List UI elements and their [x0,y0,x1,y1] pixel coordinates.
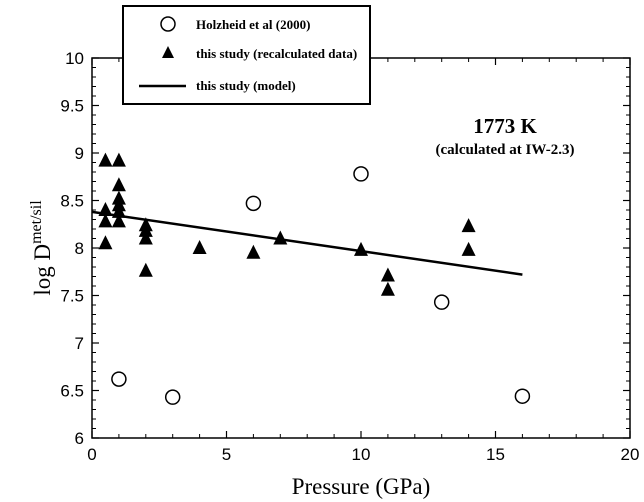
recalculated-point [138,262,153,277]
y-tick-label: 9.5 [60,97,84,116]
recalculated-point [138,230,153,245]
recalculated-point [246,244,261,259]
holzheid-point [514,388,531,404]
model-line [91,210,523,276]
recalculated-point [354,241,368,256]
holzheid-point [111,371,127,387]
x-tick-label: 0 [87,445,96,464]
legend-marker-recalculated [162,46,174,58]
y-tick-label: 8.5 [60,192,84,211]
recalculated-point [111,177,126,192]
holzheid-point [245,195,262,212]
x-axis-title: Pressure (GPa) [292,474,431,499]
holzheid-point [164,389,181,405]
y-tick-label: 10 [65,49,84,68]
y-tick-label: 6.5 [60,382,84,401]
recalculated-point [192,240,207,254]
temperature-annotation: 1773 K [473,114,537,138]
x-tick-label: 5 [222,445,231,464]
y-tick-label: 7 [75,334,84,353]
y-tick-label: 8 [75,239,84,258]
recalculated-point [273,230,288,245]
y-axis: 6 6.5 7 7.5 8 8.5 9 9.5 10 [60,49,630,448]
y-axis-title-superscript: met/sil [28,200,45,244]
x-tick-label: 15 [486,445,505,464]
x-tick-label: 10 [352,445,371,464]
x-tick-label: 20 [621,445,640,464]
data-marks [91,152,531,405]
legend-label-model: this study (model) [196,78,296,93]
x-axis: 0 5 10 15 20 [87,58,639,464]
recalculated-point [98,202,113,216]
legend-label-holzheid: Holzheid et al (2000) [196,17,310,32]
recalculated-point [380,267,395,282]
y-tick-label: 7.5 [60,287,84,306]
recalculated-point [461,241,476,256]
recalculated-point [111,203,126,218]
legend-marker-holzheid [160,16,176,32]
y-tick-label: 9 [75,144,84,163]
recalculated-point [461,218,476,233]
recalculated-point [98,152,113,167]
recalculated-point [98,235,113,250]
holzheid-point [353,166,369,182]
holzheid-point [433,294,450,310]
y-axis-title: log Dmet/sil [28,200,55,296]
recalculated-point [111,152,126,167]
recalculated-point [138,222,153,237]
recalculated-point [380,281,395,296]
y-tick-label: 6 [75,429,84,448]
legend-label-recalculated: this study (recalculated data) [196,46,357,61]
recalculated-point [98,213,113,228]
condition-annotation: (calculated at IW-2.3) [436,142,575,158]
y-axis-title-main: log D [30,244,55,296]
legend: Holzheid et al (2000) this study (recalc… [122,5,371,105]
recalculated-point [111,213,126,228]
